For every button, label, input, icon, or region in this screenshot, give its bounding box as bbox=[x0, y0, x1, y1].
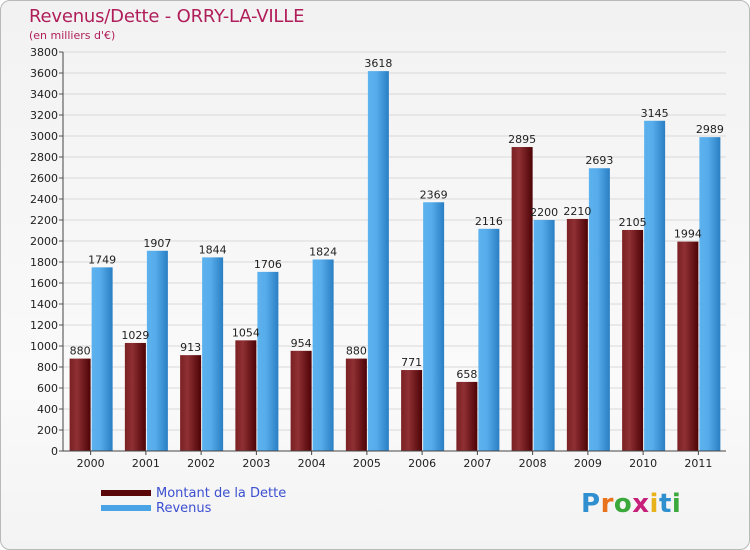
x-tick-label: 2002 bbox=[187, 457, 215, 470]
x-tick-label: 2006 bbox=[408, 457, 436, 470]
data-label-revenue: 2116 bbox=[475, 215, 503, 228]
data-label-debt: 913 bbox=[180, 341, 201, 354]
brand-letter: i bbox=[671, 489, 682, 519]
bar-debt bbox=[622, 229, 644, 451]
x-tick-label: 2010 bbox=[629, 457, 657, 470]
brand-letter: P bbox=[581, 489, 601, 519]
y-tick-label: 200 bbox=[37, 424, 58, 437]
bar-debt bbox=[566, 218, 588, 451]
x-tick-label: 2004 bbox=[298, 457, 326, 470]
data-label-debt: 658 bbox=[456, 368, 477, 381]
brand-letter: i bbox=[649, 489, 659, 519]
bar-revenue bbox=[533, 220, 555, 451]
y-tick-label: 600 bbox=[37, 382, 58, 395]
y-tick-label: 1400 bbox=[30, 298, 58, 311]
bar-revenue bbox=[367, 71, 389, 452]
bar-debt bbox=[456, 381, 478, 451]
x-tick-label: 2008 bbox=[519, 457, 547, 470]
y-tick-label: 3200 bbox=[30, 109, 58, 122]
bar-revenue bbox=[257, 271, 279, 451]
x-tick-label: 2001 bbox=[132, 457, 160, 470]
bar-revenue bbox=[312, 259, 334, 451]
brand-logo: Proxiti bbox=[581, 489, 681, 519]
bar-revenue bbox=[644, 120, 666, 452]
data-label-revenue: 1706 bbox=[254, 258, 282, 271]
bar-revenue bbox=[423, 202, 445, 451]
x-tick-label: 2009 bbox=[574, 457, 602, 470]
data-label-revenue: 2693 bbox=[585, 154, 613, 167]
y-tick-label: 400 bbox=[37, 403, 58, 416]
y-tick-label: 2600 bbox=[30, 172, 58, 185]
y-tick-label: 1800 bbox=[30, 256, 58, 269]
y-tick-label: 2000 bbox=[30, 235, 58, 248]
brand-letter: x bbox=[632, 489, 650, 519]
data-label-revenue: 1824 bbox=[309, 245, 337, 258]
data-label-revenue: 3145 bbox=[641, 107, 669, 120]
bar-debt bbox=[511, 147, 533, 451]
y-tick-label: 2400 bbox=[30, 193, 58, 206]
y-tick-label: 1200 bbox=[30, 319, 58, 332]
legend-swatch-debt bbox=[101, 490, 151, 496]
chart-title: Revenus/Dette - ORRY-LA-VILLE bbox=[29, 6, 305, 27]
data-label-revenue: 1749 bbox=[88, 253, 116, 266]
y-tick-label: 800 bbox=[37, 361, 58, 374]
data-label-debt: 2210 bbox=[563, 205, 591, 218]
bar-revenue bbox=[91, 267, 113, 451]
x-tick-label: 2000 bbox=[77, 457, 105, 470]
bar-revenue bbox=[699, 137, 721, 451]
y-tick-label: 3000 bbox=[30, 130, 58, 143]
bar-debt bbox=[124, 342, 146, 451]
x-tick-label: 2003 bbox=[242, 457, 270, 470]
data-label-debt: 1994 bbox=[674, 228, 702, 241]
bar-debt bbox=[677, 241, 699, 451]
data-label-revenue: 3618 bbox=[364, 57, 392, 70]
bar-debt bbox=[345, 358, 367, 451]
bar-revenue bbox=[202, 257, 224, 451]
data-label-debt: 2895 bbox=[508, 133, 536, 146]
data-label-debt: 2105 bbox=[619, 216, 647, 229]
data-label-revenue: 2200 bbox=[530, 206, 558, 219]
bar-debt bbox=[401, 370, 423, 451]
data-label-revenue: 2369 bbox=[420, 188, 448, 201]
chart-subtitle: (en milliers d'€) bbox=[29, 29, 116, 42]
data-label-debt: 1054 bbox=[232, 326, 260, 339]
y-tick-label: 3600 bbox=[30, 67, 58, 80]
y-tick-label: 1600 bbox=[30, 277, 58, 290]
bar-revenue bbox=[146, 250, 168, 451]
data-label-debt: 880 bbox=[70, 345, 91, 358]
data-label-debt: 771 bbox=[401, 356, 422, 369]
brand-letter: o bbox=[613, 489, 633, 519]
legend-swatch-revenue bbox=[101, 505, 151, 511]
x-tick-label: 2007 bbox=[463, 457, 491, 470]
brand-letter: r bbox=[600, 489, 614, 519]
bar-revenue bbox=[588, 168, 610, 452]
data-label-debt: 880 bbox=[346, 345, 367, 358]
bar-debt bbox=[290, 350, 312, 451]
y-tick-label: 3800 bbox=[30, 46, 58, 59]
y-tick-label: 1000 bbox=[30, 340, 58, 353]
y-tick-label: 2200 bbox=[30, 214, 58, 227]
data-label-debt: 954 bbox=[291, 337, 312, 350]
data-label-debt: 1029 bbox=[121, 329, 149, 342]
bar-debt bbox=[69, 358, 91, 451]
data-label-revenue: 1907 bbox=[143, 237, 171, 250]
x-tick-label: 2011 bbox=[684, 457, 712, 470]
legend-label-revenue: Revenus bbox=[156, 501, 212, 516]
x-tick-label: 2005 bbox=[353, 457, 381, 470]
y-tick-label: 0 bbox=[51, 445, 58, 458]
bar-revenue bbox=[478, 228, 500, 451]
y-tick-label: 3400 bbox=[30, 88, 58, 101]
bar-debt bbox=[235, 340, 257, 451]
data-label-revenue: 2989 bbox=[696, 123, 724, 136]
legend-label-debt: Montant de la Dette bbox=[156, 486, 287, 501]
data-label-revenue: 1844 bbox=[199, 243, 227, 256]
brand-letter: t bbox=[658, 489, 672, 519]
y-tick-label: 2800 bbox=[30, 151, 58, 164]
bar-debt bbox=[180, 355, 202, 451]
